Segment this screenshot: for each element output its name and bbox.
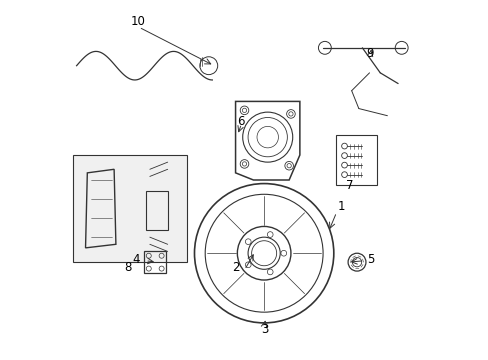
Bar [144,251,165,273]
Text: 3: 3 [261,323,268,336]
Text: 4: 4 [132,253,139,266]
Text: 9: 9 [366,47,373,60]
Text: 7: 7 [345,179,353,192]
Bar [335,135,376,185]
Text: 10: 10 [131,15,145,28]
Text: 8: 8 [124,261,131,274]
Bar [73,155,187,262]
Text: 5: 5 [366,253,373,266]
Text: 6: 6 [236,114,244,128]
Text: 2: 2 [231,261,239,274]
Text: 1: 1 [337,201,345,213]
